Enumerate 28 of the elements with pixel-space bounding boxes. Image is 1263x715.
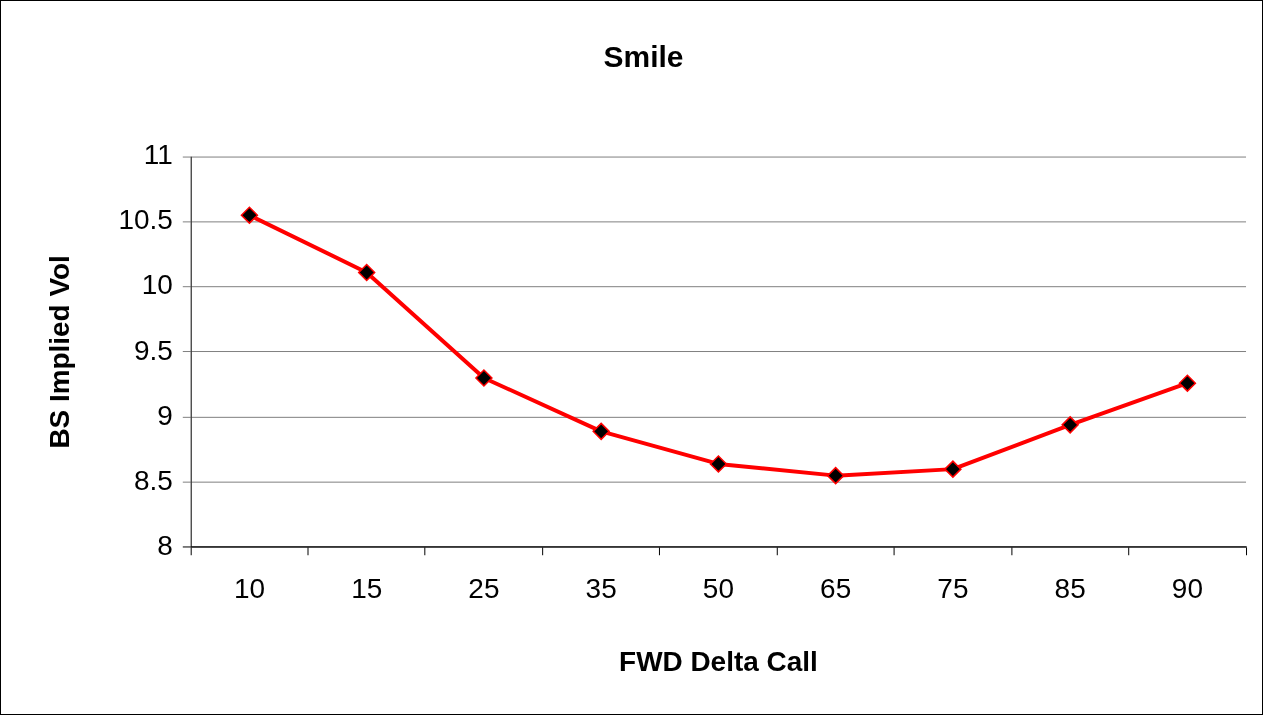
y-tick-label: 10 [141, 269, 173, 301]
y-tick-label: 10.5 [118, 204, 173, 236]
x-tick-label: 50 [702, 572, 734, 604]
point [240, 206, 259, 224]
point [475, 369, 493, 387]
x-axis-title: FWD Delta Call [619, 646, 818, 678]
point [944, 460, 962, 478]
y-tick-label: 8 [157, 529, 173, 561]
x-tick-label: 10 [233, 572, 265, 604]
x-tick-label: 75 [937, 572, 969, 604]
x-tick-label: 85 [1054, 572, 1086, 604]
x-tick-label: 35 [585, 572, 617, 604]
x-tick-label: 65 [820, 572, 852, 604]
point [357, 263, 376, 282]
y-tick-label: 8.5 [133, 464, 173, 496]
point [1178, 374, 1197, 392]
point [826, 466, 845, 485]
point [1061, 416, 1079, 434]
y-axis-title: BS Implied Vol [44, 255, 76, 449]
y-tick-label: 9 [157, 399, 173, 431]
y-tick-label: 11 [143, 139, 173, 171]
point [592, 422, 610, 441]
x-tick-label: 90 [1171, 572, 1203, 604]
point [709, 455, 728, 473]
chart-title: Smile [603, 40, 684, 74]
y-tick-label: 9.5 [133, 334, 173, 366]
x-tick-label: 15 [351, 572, 383, 604]
x-tick-label: 25 [468, 572, 500, 604]
